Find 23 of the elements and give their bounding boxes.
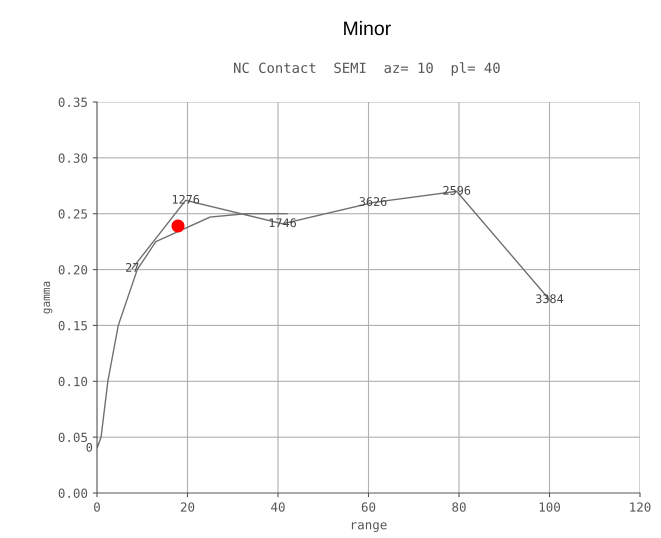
x-tick-label: 100 <box>540 502 560 512</box>
y-tick-label: 0.10 <box>58 376 88 386</box>
y-tick-label: 0.25 <box>58 209 87 219</box>
x-tick-label: 40 <box>271 502 285 512</box>
y-axis-title: gamma <box>44 282 52 314</box>
x-axis-title: range <box>352 522 387 532</box>
y-tick-label: 0.30 <box>58 153 88 163</box>
y-tick-label: 0.15 <box>58 320 87 330</box>
annotation: 2596 <box>443 186 470 195</box>
y-tick-label: 0.20 <box>58 265 88 275</box>
y-tick-label: 0.35 <box>58 98 87 107</box>
x-tick-label: 20 <box>180 502 194 512</box>
y-tick-label: 0.00 <box>58 488 88 498</box>
x-tick-label: 120 <box>630 502 650 512</box>
x-tick-label: 60 <box>362 502 376 512</box>
y-tick-label: 0.05 <box>58 432 87 442</box>
annotation: 1276 <box>172 194 200 204</box>
x-tick-label: 80 <box>452 502 466 512</box>
x-tick-label: 0 <box>94 502 100 512</box>
annotation: 3384 <box>536 294 564 304</box>
chart-subtitle: NC Contact SEMI az= 10 pl= 40 <box>234 62 500 76</box>
chart-title: Minor <box>344 20 391 36</box>
annotation: 0 <box>86 442 92 452</box>
